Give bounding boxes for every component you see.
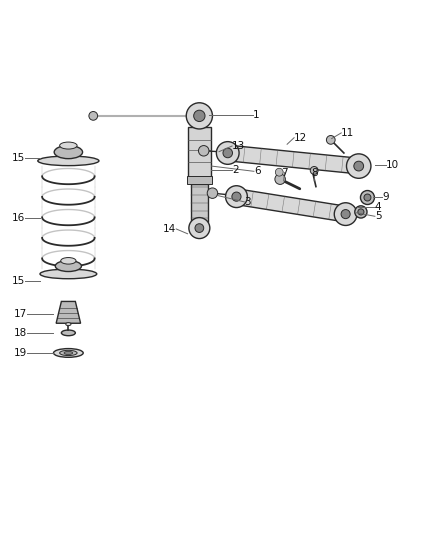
Text: 1: 1 bbox=[253, 110, 260, 120]
Text: 4: 4 bbox=[375, 202, 381, 212]
Text: 14: 14 bbox=[163, 224, 176, 234]
Ellipse shape bbox=[38, 156, 99, 166]
Ellipse shape bbox=[60, 142, 77, 149]
Ellipse shape bbox=[55, 261, 81, 271]
Text: 3: 3 bbox=[244, 197, 251, 207]
Circle shape bbox=[341, 209, 350, 219]
Circle shape bbox=[207, 188, 218, 198]
Ellipse shape bbox=[53, 349, 83, 357]
Text: 12: 12 bbox=[294, 133, 307, 143]
Ellipse shape bbox=[64, 351, 73, 354]
Text: 15: 15 bbox=[12, 153, 25, 163]
Text: 19: 19 bbox=[14, 348, 27, 358]
Ellipse shape bbox=[61, 330, 75, 336]
Circle shape bbox=[232, 192, 241, 201]
Circle shape bbox=[194, 110, 205, 122]
Bar bbox=[191, 183, 208, 222]
Circle shape bbox=[216, 142, 239, 164]
Circle shape bbox=[89, 111, 98, 120]
Circle shape bbox=[195, 224, 204, 232]
Text: 10: 10 bbox=[386, 160, 399, 170]
Circle shape bbox=[364, 194, 371, 201]
Text: 9: 9 bbox=[382, 192, 389, 202]
Text: 6: 6 bbox=[254, 166, 261, 176]
Circle shape bbox=[223, 148, 233, 158]
Circle shape bbox=[354, 161, 364, 171]
Text: 16: 16 bbox=[11, 213, 25, 223]
Text: 8: 8 bbox=[312, 168, 318, 177]
Text: 13: 13 bbox=[232, 141, 245, 151]
Text: 17: 17 bbox=[14, 309, 27, 319]
Circle shape bbox=[275, 174, 286, 184]
Text: 2: 2 bbox=[232, 165, 239, 175]
Ellipse shape bbox=[40, 269, 97, 279]
Bar bbox=[187, 176, 212, 183]
Circle shape bbox=[326, 135, 335, 144]
Bar bbox=[196, 127, 203, 129]
Text: 7: 7 bbox=[281, 168, 288, 177]
Text: 18: 18 bbox=[14, 328, 27, 338]
Circle shape bbox=[189, 217, 210, 239]
Circle shape bbox=[276, 168, 283, 176]
Text: 11: 11 bbox=[341, 128, 354, 138]
Circle shape bbox=[186, 103, 212, 129]
Circle shape bbox=[346, 154, 371, 179]
Circle shape bbox=[355, 206, 367, 218]
Circle shape bbox=[226, 185, 247, 207]
Text: 5: 5 bbox=[375, 211, 381, 221]
Text: 15: 15 bbox=[12, 276, 25, 286]
Ellipse shape bbox=[60, 350, 77, 356]
Ellipse shape bbox=[61, 257, 76, 264]
Circle shape bbox=[310, 166, 318, 174]
Ellipse shape bbox=[54, 146, 82, 159]
Circle shape bbox=[360, 190, 374, 205]
Polygon shape bbox=[235, 189, 347, 222]
Polygon shape bbox=[227, 145, 360, 174]
Circle shape bbox=[358, 209, 364, 215]
Ellipse shape bbox=[66, 322, 71, 326]
Circle shape bbox=[334, 203, 357, 225]
Polygon shape bbox=[56, 302, 81, 323]
Bar bbox=[188, 127, 211, 179]
Circle shape bbox=[198, 146, 209, 156]
